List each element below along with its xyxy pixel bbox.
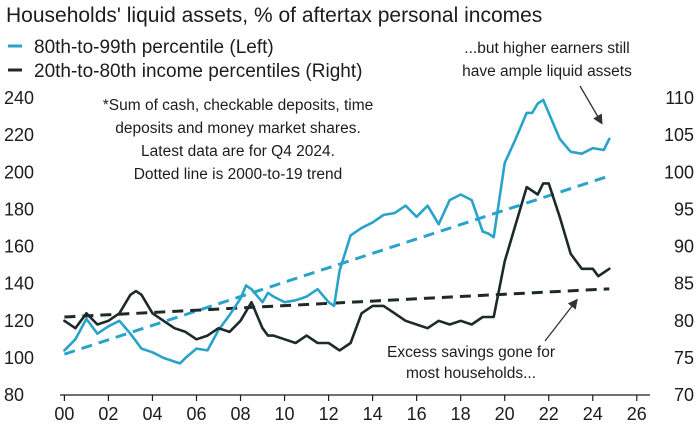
y-right-tick-label: 110 [665,88,694,108]
higher-earners-annotation: ...but higher earners still have ample l… [462,40,632,125]
x-tick-label: 22 [539,404,559,424]
y-left-tick-label: 240 [4,88,34,108]
higher-earners-arrow [579,85,603,125]
x-axis: 00 02 04 06 08 10 12 14 16 18 20 22 24 26 [54,394,650,424]
series-line-middle-earners [63,182,611,352]
y-left-tick-label: 120 [4,311,34,331]
excess-savings-arrow [544,298,578,342]
note-line-1: *Sum of cash, checkable deposits, time [103,97,374,114]
excess-savings-line-1: Excess savings gone for [387,344,555,361]
x-tick-label: 06 [186,404,206,424]
y-right-tick-label: 95 [674,199,694,219]
y-left-tick-label: 80 [4,385,24,405]
trend-line-middle [64,287,610,319]
x-tick-label: 18 [451,404,471,424]
y-left-tick-label: 100 [4,348,34,368]
y-right-tick-label: 70 [674,385,694,405]
y-left-tick-label: 200 [4,162,34,182]
x-tick-label: 24 [583,404,603,424]
trend-lines [63,174,610,356]
plot-area: 00 02 04 06 08 10 12 14 16 18 20 22 24 26 80 100 120 140… [4,88,694,424]
x-tick-label: 04 [142,404,162,424]
x-tick-label: 00 [54,404,74,424]
note-line-2: deposits and money market shares. [115,120,361,137]
x-tick-label: 20 [495,404,515,424]
chart-title: Households' liquid assets, % of aftertax… [6,4,542,27]
x-tick-label: 16 [407,404,427,424]
excess-savings-line-2: most households... [406,365,536,382]
series-line-upper-earners [63,98,611,365]
y-right-tick-label: 85 [674,274,694,294]
note-annotation: *Sum of cash, checkable deposits, time d… [103,97,374,183]
trend-line-upper [63,174,610,356]
x-tick-label: 08 [231,404,251,424]
higher-earners-line-1: ...but higher earners still [464,40,629,57]
x-tick-label: 12 [319,404,339,424]
y-left-tick-label: 220 [4,125,34,145]
x-tick-label: 14 [363,404,383,424]
legend-label-middle: 20th-to-80th income percentiles (Right) [34,61,362,82]
y-right-tick-label: 80 [674,311,694,331]
y-right-tick-label: 90 [674,237,694,257]
note-line-4: Dotted line is 2000-to-19 trend [134,166,343,183]
y-left-tick-label: 140 [4,274,34,294]
y-right-tick-label: 100 [664,162,694,182]
legend-label-upper: 80th-to-99th percentile (Left) [34,37,274,58]
y-axis-left: 80 100 120 140 160 180 200 220 240 [4,88,34,405]
x-tick-label: 02 [98,404,118,424]
higher-earners-line-2: have ample liquid assets [462,63,632,80]
excess-savings-annotation: Excess savings gone for most households.… [387,298,578,382]
y-left-tick-label: 160 [4,237,34,257]
x-tick-label: 26 [627,404,647,424]
y-right-tick-label: 105 [664,125,694,145]
y-axis-right: 70 75 80 85 90 95 100 105 110 [664,88,694,405]
y-right-tick-label: 75 [674,348,694,368]
series-lines [63,98,611,365]
x-tick-label: 10 [275,404,295,424]
y-left-tick-label: 180 [4,199,34,219]
note-line-3: Latest data are for Q4 2024. [141,143,335,160]
